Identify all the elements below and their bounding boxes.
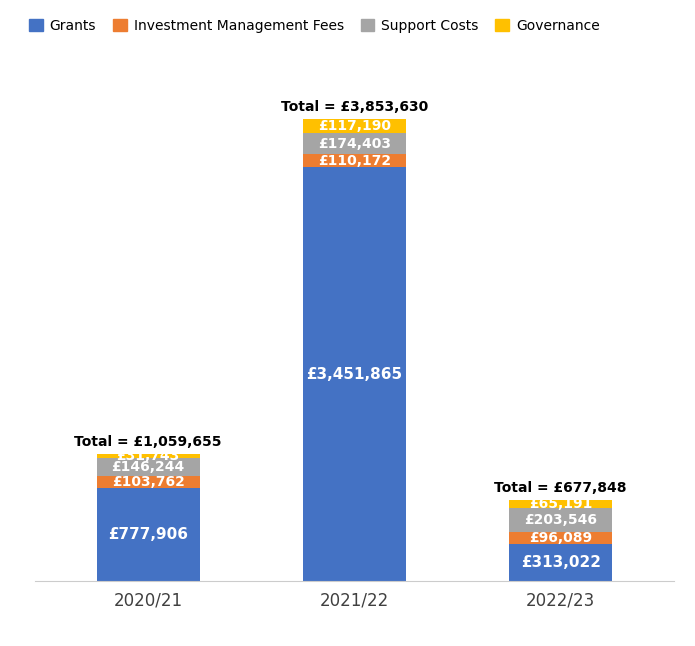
Text: £103,762: £103,762 xyxy=(112,475,185,489)
Text: £146,244: £146,244 xyxy=(112,460,185,474)
Text: £96,089: £96,089 xyxy=(529,531,592,545)
Bar xyxy=(509,500,612,508)
Bar xyxy=(97,454,199,458)
Bar xyxy=(303,167,406,581)
Text: £31,743: £31,743 xyxy=(117,449,180,463)
Bar xyxy=(509,544,612,581)
Legend: Grants, Investment Management Fees, Support Costs, Governance: Grants, Investment Management Fees, Supp… xyxy=(29,19,600,33)
Text: £174,403: £174,403 xyxy=(318,136,391,151)
Text: £3,451,865: £3,451,865 xyxy=(306,367,402,382)
Bar xyxy=(303,133,406,154)
Bar xyxy=(509,508,612,532)
Bar xyxy=(97,475,199,488)
Text: £117,190: £117,190 xyxy=(318,119,391,133)
Text: £65,191: £65,191 xyxy=(529,497,592,511)
Text: £203,546: £203,546 xyxy=(524,513,597,527)
Bar xyxy=(303,119,406,133)
Bar xyxy=(97,458,199,475)
Text: £313,022: £313,022 xyxy=(521,555,600,570)
Bar xyxy=(303,154,406,167)
Text: Total = £3,853,630: Total = £3,853,630 xyxy=(281,100,428,114)
Text: £110,172: £110,172 xyxy=(318,154,391,168)
Bar xyxy=(509,532,612,544)
Text: Total = £677,848: Total = £677,848 xyxy=(494,481,627,495)
Text: £777,906: £777,906 xyxy=(108,527,188,542)
Text: Total = £1,059,655: Total = £1,059,655 xyxy=(74,435,222,450)
Bar xyxy=(97,488,199,581)
